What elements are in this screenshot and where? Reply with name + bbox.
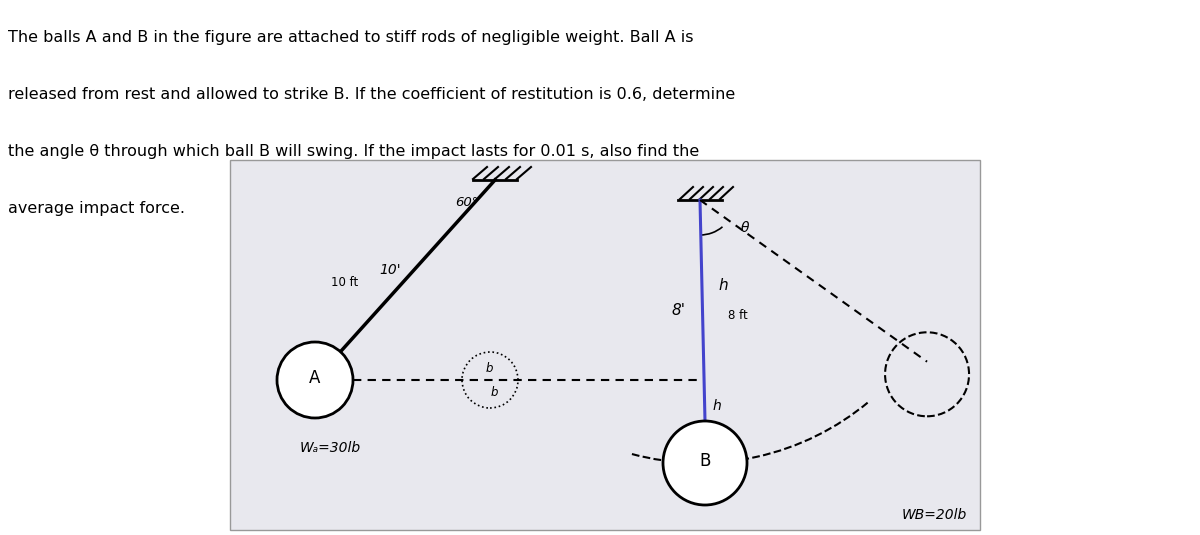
Text: Wₐ=30lb: Wₐ=30lb: [300, 441, 360, 455]
Text: 8 ft: 8 ft: [728, 309, 748, 322]
Text: 10 ft: 10 ft: [331, 276, 359, 288]
Text: b: b: [491, 386, 498, 399]
Text: b: b: [485, 362, 493, 374]
Text: 10': 10': [379, 263, 401, 277]
Text: h: h: [713, 399, 721, 412]
FancyBboxPatch shape: [230, 160, 980, 530]
Text: B: B: [700, 452, 710, 470]
Text: the angle θ through which ball B will swing. If the impact lasts for 0.01 s, als: the angle θ through which ball B will sw…: [8, 144, 700, 159]
Text: average impact force.: average impact force.: [8, 201, 185, 216]
Text: 60°: 60°: [455, 195, 479, 209]
Text: θ: θ: [740, 221, 749, 235]
Circle shape: [277, 342, 353, 418]
Text: released from rest and allowed to strike B. If the coefficient of restitution is: released from rest and allowed to strike…: [8, 87, 736, 102]
Text: WB=20lb: WB=20lb: [901, 508, 967, 522]
Text: 8': 8': [671, 303, 685, 318]
Text: The balls A and B in the figure are attached to stiff rods of negligible weight.: The balls A and B in the figure are atta…: [8, 30, 694, 45]
Text: A: A: [310, 369, 320, 387]
Text: h: h: [718, 278, 727, 293]
Circle shape: [662, 421, 746, 505]
